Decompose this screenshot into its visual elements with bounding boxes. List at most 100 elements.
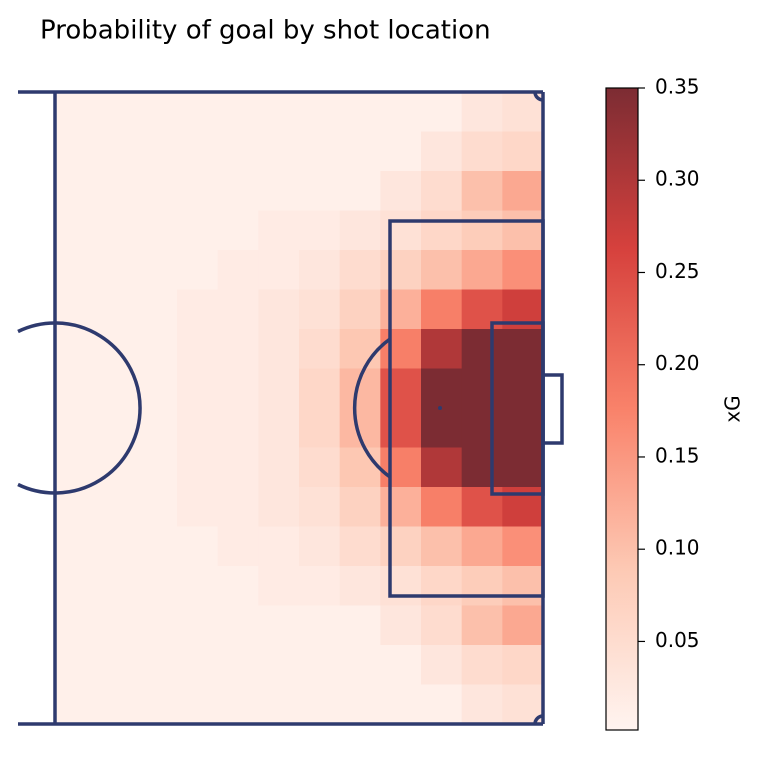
heat-cell — [177, 210, 219, 251]
heat-cell — [380, 171, 422, 211]
heat-cell — [339, 447, 381, 488]
heat-cell — [55, 131, 97, 172]
heat-cell — [502, 131, 544, 172]
pitch — [17, 90, 564, 726]
heat-cell — [421, 645, 463, 685]
heat-cell — [299, 447, 341, 488]
heat-cell — [299, 250, 341, 290]
heat-cell — [380, 368, 422, 409]
heat-cell — [258, 92, 300, 132]
heat-cell — [136, 605, 178, 646]
heat-cell — [136, 447, 178, 488]
heat-cell — [177, 645, 219, 685]
heat-cell — [380, 526, 422, 567]
heat-cell — [461, 526, 503, 567]
heat-cell — [95, 368, 137, 409]
heat-cell — [177, 131, 219, 172]
heat-cell — [258, 566, 300, 606]
heat-cell — [421, 447, 463, 488]
heat-cell — [339, 92, 381, 132]
heat-cell — [258, 210, 300, 251]
heat-cell — [339, 289, 381, 330]
heat-cell — [502, 408, 544, 448]
heatmap — [55, 92, 544, 725]
heat-cell — [177, 447, 219, 488]
heat-cell — [421, 408, 463, 448]
heat-cell — [217, 645, 259, 685]
heat-cell — [299, 566, 341, 606]
heat-cell — [136, 487, 178, 527]
colorbar-tick-label: 0.30 — [655, 167, 700, 191]
heat-cell — [299, 289, 341, 330]
heat-cell — [461, 171, 503, 211]
heat-cell — [177, 487, 219, 527]
corner-arc — [533, 714, 544, 725]
heat-cell — [258, 605, 300, 646]
heat-cell — [299, 92, 341, 132]
penalty-arc — [352, 337, 392, 479]
heat-cell — [177, 526, 219, 567]
heat-cell — [502, 447, 544, 488]
heat-cell — [380, 250, 422, 290]
heat-cell — [380, 566, 422, 606]
penalty-spot — [438, 406, 442, 410]
heat-cell — [502, 605, 544, 646]
heat-cell — [55, 210, 97, 251]
heat-cell — [299, 408, 341, 448]
heat-cell — [339, 329, 381, 369]
heat-cell — [421, 566, 463, 606]
heat-cell — [502, 329, 544, 369]
heat-cell — [421, 210, 463, 251]
heat-cell — [380, 408, 422, 448]
heat-cell — [339, 526, 381, 567]
heat-cell — [136, 171, 178, 211]
heat-cell — [502, 250, 544, 290]
heat-cell — [217, 250, 259, 290]
heat-cell — [258, 329, 300, 369]
chart-title: Probability of goal by shot location — [40, 16, 491, 46]
heat-cell — [339, 210, 381, 251]
heat-cell — [258, 250, 300, 290]
heat-cell — [339, 171, 381, 211]
corner-arc — [533, 91, 544, 102]
heat-cell — [55, 605, 97, 646]
heat-cell — [299, 131, 341, 172]
heat-cell — [136, 210, 178, 251]
heat-cell — [55, 645, 97, 685]
heat-cell — [95, 605, 137, 646]
heat-cell — [502, 210, 544, 251]
heat-cell — [299, 684, 341, 725]
heat-cell — [421, 605, 463, 646]
heat-cell — [380, 131, 422, 172]
heat-cell — [258, 684, 300, 725]
heat-cell — [95, 408, 137, 448]
heat-cell — [461, 92, 503, 132]
colorbar-tick-label: 0.25 — [655, 259, 700, 283]
heat-cell — [177, 408, 219, 448]
heat-cell — [258, 447, 300, 488]
heat-cell — [177, 289, 219, 330]
heat-cell — [461, 684, 503, 725]
heat-cell — [339, 131, 381, 172]
heat-cell — [55, 526, 97, 567]
heat-cell — [258, 645, 300, 685]
heat-cell — [380, 487, 422, 527]
heat-cell — [461, 605, 503, 646]
heat-cell — [55, 408, 97, 448]
heat-cell — [380, 92, 422, 132]
heat-cell — [339, 566, 381, 606]
heat-cell — [461, 566, 503, 606]
heat-cell — [461, 210, 503, 251]
heat-cell — [136, 566, 178, 606]
heat-cell — [95, 487, 137, 527]
heat-cell — [136, 645, 178, 685]
heat-cell — [217, 566, 259, 606]
heat-cell — [258, 408, 300, 448]
heat-cell — [217, 408, 259, 448]
heat-cell — [55, 250, 97, 290]
heat-cell — [258, 289, 300, 330]
heat-cell — [380, 289, 422, 330]
heat-cell — [136, 92, 178, 132]
heat-cell — [461, 645, 503, 685]
